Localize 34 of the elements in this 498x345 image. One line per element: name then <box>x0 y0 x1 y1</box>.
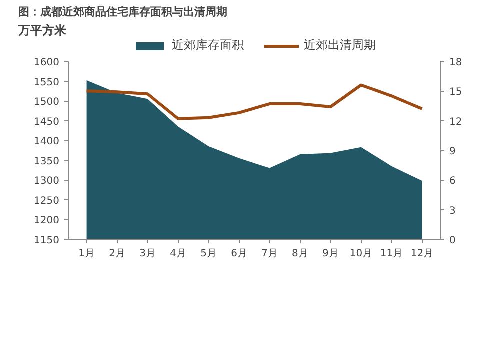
y2-tick-label: 15 <box>450 87 462 98</box>
y-tick-label: 1200 <box>34 216 60 227</box>
y-tick-label: 1450 <box>34 116 60 128</box>
x-tick-label: 2月 <box>109 248 126 260</box>
chart-title: 图：成都近郊商品住宅库存面积与出清周期 <box>18 6 228 18</box>
x-tick-label: 10月 <box>350 248 373 260</box>
x-tick-label: 8月 <box>292 248 308 260</box>
y-tick-label: 1350 <box>34 156 60 168</box>
line-series <box>85 84 424 120</box>
y-tick-label: 1600 <box>34 58 60 68</box>
legend-label: 近郊库存面积 <box>172 37 244 54</box>
y-tick-label: 1550 <box>34 77 60 88</box>
y2-tick-label: 0 <box>450 236 456 246</box>
y-tick-label: 1500 <box>34 97 60 108</box>
x-tick-label: 3月 <box>140 248 156 260</box>
x-tick-label: 6月 <box>231 248 248 260</box>
y2-tick-label: 9 <box>450 146 456 158</box>
y-tick-label: 1150 <box>34 236 60 246</box>
legend-label: 近郊出清周期 <box>304 37 376 54</box>
y2-tick-label: 6 <box>450 176 456 188</box>
y2-tick-label: 12 <box>450 116 462 128</box>
y-tick-label: 1400 <box>34 136 60 148</box>
x-tick-label: 4月 <box>170 248 186 260</box>
x-tick-label: 1月 <box>78 248 95 260</box>
y2-tick-label: 3 <box>450 206 456 217</box>
x-tick-label: 12月 <box>410 248 434 260</box>
y2-tick-label: 18 <box>450 58 462 68</box>
x-tick-label: 11月 <box>380 248 404 260</box>
y-tick-label: 1300 <box>34 176 60 188</box>
x-tick-label: 5月 <box>200 248 217 260</box>
y-axis-title: 万平方米 <box>18 24 68 38</box>
y-tick-label: 1250 <box>34 196 60 207</box>
x-tick-label: 7月 <box>262 248 278 260</box>
x-tick-label: 9月 <box>322 248 339 260</box>
